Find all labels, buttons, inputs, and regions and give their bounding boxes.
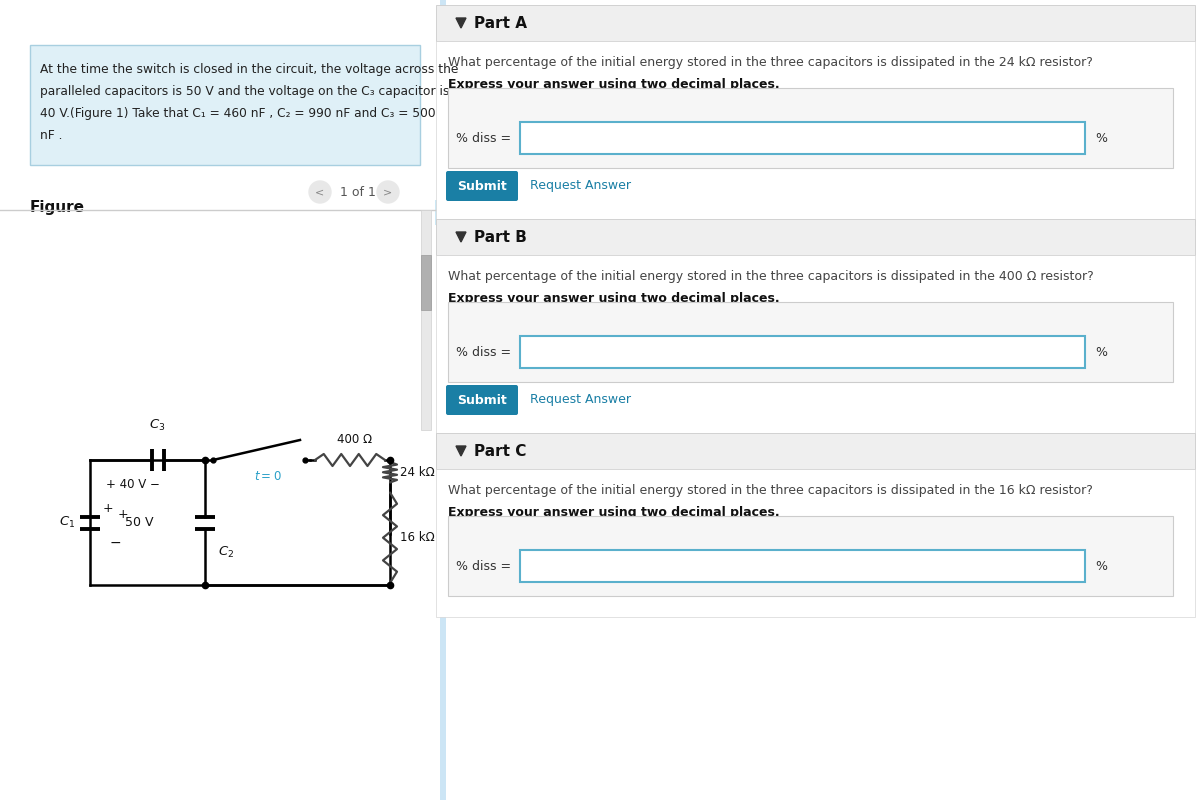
Polygon shape	[456, 232, 466, 242]
Text: >: >	[383, 187, 392, 197]
Text: % diss =: % diss =	[456, 131, 511, 145]
Text: + 40 V −: + 40 V −	[106, 478, 160, 491]
Text: paralleled capacitors is 50 V and the voltage on the C₃ capacitor is: paralleled capacitors is 50 V and the vo…	[40, 85, 449, 98]
Bar	[30, 45, 420, 165]
Bar	[436, 255, 1195, 439]
Bar	[448, 302, 1174, 382]
Text: $t = 0$: $t = 0$	[254, 470, 282, 483]
Text: $C_2$: $C_2$	[218, 545, 234, 560]
Bar	[440, 0, 446, 800]
Bar	[436, 200, 442, 225]
Bar	[520, 336, 1085, 368]
Bar	[436, 5, 1195, 41]
Text: Express your answer using two decimal places.: Express your answer using two decimal pl…	[448, 292, 780, 305]
Circle shape	[310, 181, 331, 203]
Text: What percentage of the initial energy stored in the three capacitors is dissipat: What percentage of the initial energy st…	[448, 56, 1093, 69]
Bar	[421, 255, 431, 310]
Text: +: +	[118, 508, 128, 521]
Text: % diss =: % diss =	[456, 559, 511, 573]
Text: 40 V.(Figure 1) Take that C₁ = 460 nF , C₂ = 990 nF and C₃ = 500: 40 V.(Figure 1) Take that C₁ = 460 nF , …	[40, 107, 436, 120]
Polygon shape	[456, 18, 466, 28]
Text: Part A: Part A	[474, 15, 527, 30]
FancyBboxPatch shape	[446, 385, 518, 415]
Text: 1 of 1: 1 of 1	[340, 186, 376, 198]
Bar	[436, 433, 1195, 469]
FancyBboxPatch shape	[446, 171, 518, 201]
Text: Request Answer: Request Answer	[530, 394, 631, 406]
Polygon shape	[456, 446, 466, 456]
Text: At the time the switch is closed in the circuit, the voltage across the: At the time the switch is closed in the …	[40, 63, 458, 76]
Bar	[436, 41, 1195, 225]
Bar	[436, 469, 1195, 617]
Text: Figure: Figure	[30, 200, 85, 215]
Text: %: %	[1096, 346, 1108, 358]
Text: 16 kΩ: 16 kΩ	[400, 531, 434, 544]
Text: $C_1$: $C_1$	[59, 515, 74, 530]
Text: Part C: Part C	[474, 443, 527, 458]
Text: Submit: Submit	[457, 179, 506, 193]
Text: What percentage of the initial energy stored in the three capacitors is dissipat: What percentage of the initial energy st…	[448, 484, 1093, 497]
Text: %: %	[1096, 559, 1108, 573]
Text: −: −	[110, 535, 121, 550]
Bar	[520, 550, 1085, 582]
Text: Express your answer using two decimal places.: Express your answer using two decimal pl…	[448, 506, 780, 519]
Text: Part B: Part B	[474, 230, 527, 245]
Bar	[520, 122, 1085, 154]
Text: Express your answer using two decimal places.: Express your answer using two decimal pl…	[448, 78, 780, 91]
Bar	[436, 219, 1195, 255]
Text: <: <	[316, 187, 325, 197]
Text: +: +	[103, 502, 114, 515]
Bar	[448, 516, 1174, 596]
Text: 24 kΩ: 24 kΩ	[400, 466, 434, 478]
Text: 400 Ω: 400 Ω	[337, 433, 372, 446]
Circle shape	[377, 181, 398, 203]
Text: Submit: Submit	[457, 394, 506, 406]
Text: %: %	[1096, 131, 1108, 145]
Text: nF .: nF .	[40, 129, 62, 142]
Text: % diss =: % diss =	[456, 346, 511, 358]
Text: Request Answer: Request Answer	[530, 179, 631, 193]
Bar	[421, 210, 431, 430]
Text: What percentage of the initial energy stored in the three capacitors is dissipat: What percentage of the initial energy st…	[448, 270, 1093, 283]
Bar	[448, 88, 1174, 168]
Text: $C_3$: $C_3$	[149, 418, 166, 433]
Text: 50 V: 50 V	[125, 516, 154, 529]
